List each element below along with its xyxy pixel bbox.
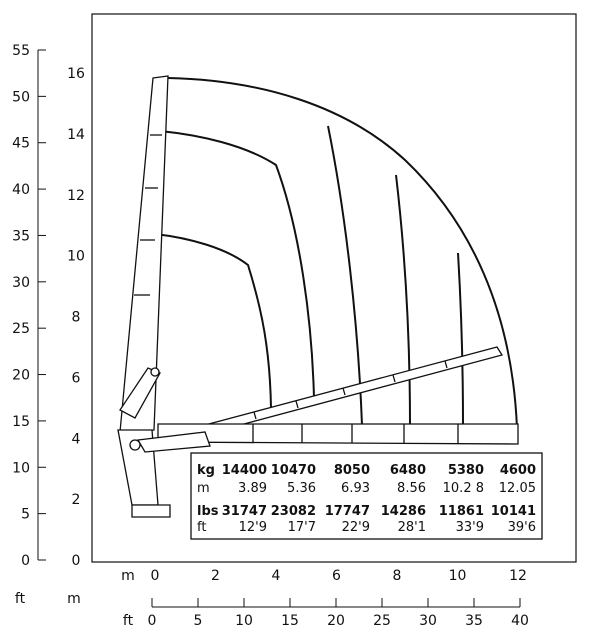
m-bottom-tick-label: 10	[449, 568, 467, 584]
m-tick-label: 4	[72, 431, 81, 447]
ft-tick-label: 50	[12, 89, 30, 105]
capacity-kg-cell: 8050	[334, 463, 370, 478]
capacity-row-label: lbs	[197, 504, 219, 519]
m-tick-label: 6	[72, 370, 81, 386]
capacity-m-cell: 8.56	[397, 481, 426, 496]
capacity-kg-cell: 5380	[448, 463, 484, 478]
m-tick-label: 12	[67, 188, 85, 204]
capacity-kg-cell: 14400	[222, 463, 267, 478]
m-bottom-tick-label: 12	[509, 568, 527, 584]
ft-tick-label: 5	[21, 507, 30, 523]
ft-tick-label: 45	[12, 136, 30, 152]
left-m-unit: m	[67, 591, 81, 607]
capacity-ft-cell: 22'9	[342, 520, 370, 535]
capacity-m-cell: 5.36	[287, 481, 316, 496]
ft-bottom-tick-label: 40	[511, 613, 529, 629]
capacity-table-frame	[190, 452, 543, 540]
capacity-lbs-cell: 23082	[271, 504, 316, 519]
capacity-m-cell: 12.05	[499, 481, 536, 496]
envelope-arc-3	[154, 233, 272, 409]
link-arm	[136, 431, 211, 453]
crane-icon	[117, 75, 519, 518]
horizontal-boom	[157, 423, 519, 445]
capacity-lbs-cell: 10141	[491, 504, 536, 519]
ft-tick-label: 25	[12, 321, 30, 337]
ft-tick-label: 0	[21, 553, 30, 569]
ft-tick-label: 20	[12, 368, 30, 384]
ft-bottom-tick-label: 10	[235, 613, 253, 629]
m-tick-label: 2	[72, 492, 81, 508]
capacity-row-label: kg	[197, 463, 215, 478]
capacity-ft-cell: 28'1	[398, 520, 426, 535]
m-bottom-tick-label: 6	[332, 568, 341, 584]
ft-ruler-left: 0 5 10 15 20 25 30 35 40 45 50 55	[12, 43, 46, 569]
capacity-m-cell: 3.89	[238, 481, 267, 496]
bottom-m-unit: m	[121, 568, 135, 584]
crane-base	[131, 504, 171, 518]
ft-bottom-tick-label: 0	[148, 613, 157, 629]
ft-tick-label: 15	[12, 414, 30, 430]
capacity-table: kg 14400 10470 8050 6480 5380 4600 m 3.89 5.36 6.9…	[190, 452, 543, 540]
envelope-arc-2	[159, 130, 315, 399]
capacity-kg-cell: 10470	[271, 463, 316, 478]
ft-bottom-tick-label: 15	[281, 613, 299, 629]
m-bottom-tick-label: 8	[393, 568, 402, 584]
m-axis-left: 0 2 4 6 8 10 12 14 16	[67, 66, 85, 569]
capacity-lbs-cell: 17747	[325, 504, 370, 519]
capacity-kg-cell: 6480	[390, 463, 426, 478]
m-bottom-tick-label: 4	[272, 568, 281, 584]
capacity-m-cell: 6.93	[341, 481, 370, 496]
capacity-lbs-cell: 14286	[381, 504, 426, 519]
m-tick-label: 16	[67, 66, 85, 82]
upright-boom	[119, 75, 169, 433]
ft-bottom-tick-label: 30	[419, 613, 437, 629]
ft-tick-label: 30	[12, 275, 30, 291]
m-bottom-tick-label: 0	[151, 568, 160, 584]
capacity-lbs-cell: 31747	[222, 504, 267, 519]
ft-tick-label: 40	[12, 182, 30, 198]
m-tick-label: 10	[67, 249, 85, 265]
m-tick-label: 8	[72, 310, 81, 326]
capacity-ft-cell: 33'9	[456, 520, 484, 535]
slew-joint	[129, 439, 141, 451]
ft-tick-label: 55	[12, 43, 30, 59]
capacity-ft-cell: 17'7	[288, 520, 316, 535]
envelope-drop-2	[395, 174, 411, 426]
ft-tick-label: 10	[12, 460, 30, 476]
ft-ruler-bottom: 0 5 10 15 20 25 30 35 40	[148, 598, 529, 629]
capacity-ft-cell: 12'9	[239, 520, 267, 535]
inclined-boom	[203, 346, 504, 433]
m-tick-label: 14	[67, 127, 85, 143]
envelope-outer	[167, 77, 518, 429]
capacity-kg-cell: 4600	[500, 463, 536, 478]
ft-tick-label: 35	[12, 228, 30, 244]
reach-envelope	[154, 77, 518, 429]
capacity-row-label: m	[197, 481, 210, 496]
envelope-drop-1	[327, 125, 363, 426]
capacity-row-label: ft	[197, 520, 206, 535]
capacity-ft-cell: 39'6	[508, 520, 536, 535]
bottom-ft-unit: ft	[123, 613, 134, 629]
capacity-lbs-cell: 11861	[439, 504, 484, 519]
capacity-m-cell: 10.2 8	[443, 481, 484, 496]
left-ft-unit: ft	[15, 591, 26, 607]
envelope-drop-3	[457, 252, 464, 426]
ft-bottom-tick-label: 25	[373, 613, 391, 629]
ft-bottom-tick-label: 35	[465, 613, 483, 629]
m-tick-label: 0	[72, 553, 81, 569]
plot-frame	[91, 13, 577, 563]
knuckle-joint	[150, 367, 160, 377]
knuckle-arm	[119, 367, 161, 419]
m-bottom-tick-label: 2	[211, 568, 220, 584]
ft-bottom-tick-label: 20	[327, 613, 345, 629]
m-axis-bottom: 0 2 4 6 8 10 12	[151, 568, 527, 584]
ft-bottom-tick-label: 5	[194, 613, 203, 629]
